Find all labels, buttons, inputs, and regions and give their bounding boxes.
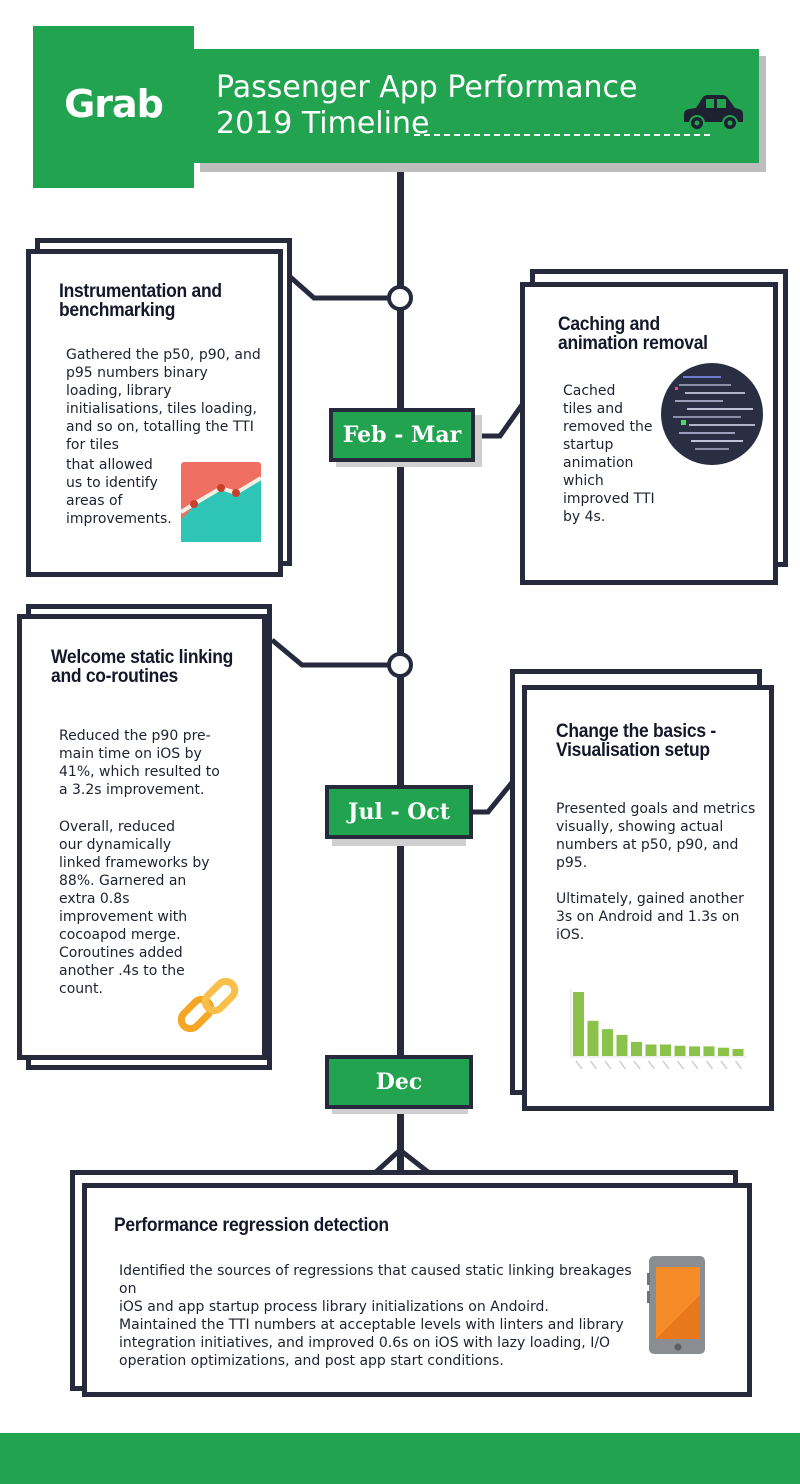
logo-box bbox=[33, 26, 194, 188]
mini-chart-tick bbox=[676, 1060, 685, 1070]
card-body: that allowed us to identify areas of imp… bbox=[66, 457, 172, 527]
title-underline bbox=[414, 134, 710, 136]
mini-chart-tick bbox=[691, 1060, 699, 1070]
card-body: Cached tiles and removed the startup ani… bbox=[563, 383, 655, 525]
connector-static-linking bbox=[270, 638, 400, 668]
mini-chart-bar bbox=[718, 1047, 729, 1056]
card-title: Performance regression detection bbox=[114, 1215, 389, 1236]
card-body: Overall, reduced our dynamically linked … bbox=[59, 819, 210, 997]
card-title: Instrumentation and benchmarking bbox=[59, 281, 222, 321]
connector-caching bbox=[475, 400, 527, 439]
period-label-jul-oct: Jul - Oct bbox=[325, 785, 473, 839]
car-icon bbox=[684, 95, 743, 131]
mini-chart-tick bbox=[589, 1060, 598, 1070]
mini-chart-bar bbox=[573, 992, 584, 1056]
mini-chart-tick bbox=[734, 1060, 743, 1070]
mini-chart-bar bbox=[645, 1044, 657, 1056]
mini-chart-bar bbox=[602, 1029, 613, 1056]
mini-chart-tick bbox=[705, 1060, 714, 1070]
connector-regression bbox=[374, 1146, 430, 1174]
card-basics bbox=[522, 685, 774, 1111]
mini-chart-tick bbox=[647, 1060, 656, 1070]
mini-chart-tick bbox=[618, 1060, 627, 1070]
card-body: Gathered the p50, p90, and p95 numbers b… bbox=[66, 347, 261, 453]
mini-chart-bar bbox=[631, 1041, 642, 1056]
mini-chart-tick bbox=[633, 1060, 641, 1070]
mini-chart-bar bbox=[616, 1034, 628, 1056]
connector-basics bbox=[470, 778, 516, 815]
timeline-node bbox=[387, 285, 413, 311]
card-body: Identified the sources of regressions th… bbox=[119, 1263, 632, 1315]
card-body: Maintained the TTI numbers at acceptable… bbox=[119, 1317, 624, 1369]
page-title: Passenger App Performance 2019 Timeline bbox=[216, 70, 637, 142]
card-body: Reduced the p90 pre- main time on iOS by… bbox=[59, 728, 220, 798]
mini-chart-bar bbox=[732, 1048, 744, 1056]
code-screen-icon bbox=[661, 363, 763, 465]
grab-logo: Grab bbox=[64, 82, 164, 126]
timeline-node bbox=[387, 652, 413, 678]
title-line-1: Passenger App Performance bbox=[216, 70, 638, 105]
title-line-2: 2019 Timeline bbox=[216, 106, 430, 141]
bar-chart-icon bbox=[570, 989, 747, 1070]
mini-chart-tick bbox=[662, 1060, 670, 1070]
mini-chart-tick bbox=[720, 1060, 728, 1070]
card-static-linking bbox=[17, 614, 267, 1060]
line-chart-icon bbox=[181, 462, 261, 542]
period-label-feb-mar: Feb - Mar bbox=[329, 408, 475, 462]
card-body: Presented goals and metrics visually, sh… bbox=[556, 801, 756, 871]
mini-chart-bar bbox=[689, 1046, 700, 1056]
smartphone-icon bbox=[647, 1256, 705, 1354]
card-title: Change the basics - Visualisation setup bbox=[556, 721, 716, 761]
mini-chart-bar bbox=[660, 1044, 671, 1056]
card-regression bbox=[82, 1183, 752, 1397]
card-body: Ultimately, gained another 3s on Android… bbox=[556, 891, 744, 943]
footer-band bbox=[0, 1433, 800, 1484]
header-bar bbox=[194, 49, 759, 163]
connector-instrumentation bbox=[286, 273, 400, 301]
mini-chart-bar bbox=[587, 1020, 599, 1056]
card-title: Welcome static linking and co-routines bbox=[51, 647, 234, 687]
period-label-dec: Dec bbox=[325, 1055, 473, 1109]
chain-link-icon bbox=[177, 977, 239, 1033]
mini-chart-tick bbox=[604, 1060, 612, 1070]
card-title: Caching and animation removal bbox=[558, 314, 708, 354]
mini-chart-bar bbox=[703, 1046, 715, 1056]
mini-chart-tick bbox=[575, 1060, 583, 1070]
mini-chart-bar bbox=[674, 1045, 686, 1056]
